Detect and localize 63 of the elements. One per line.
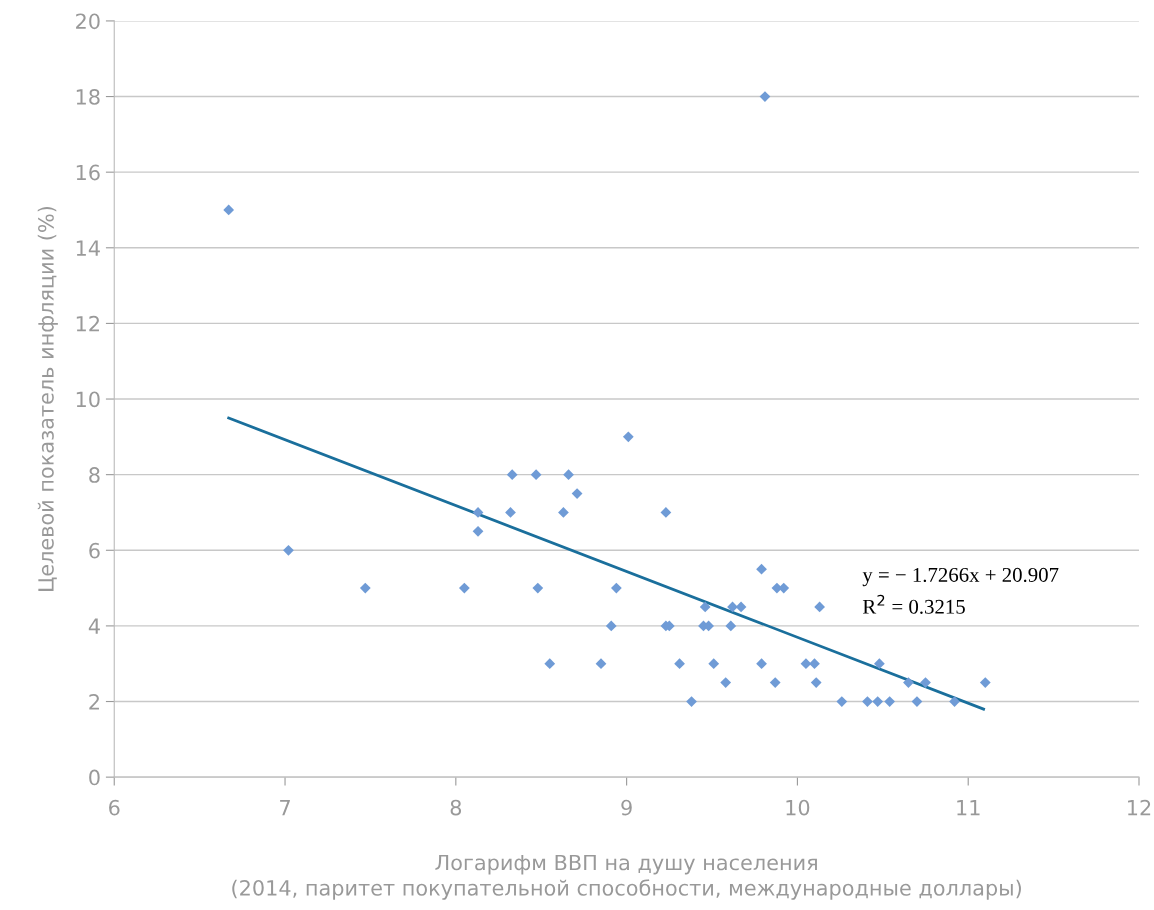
y-tick-label: 20: [76, 13, 100, 30]
annotation: R$^{2}$ = 0.3215: [862, 594, 965, 614]
point: [810, 677, 822, 688]
point: [506, 469, 518, 481]
point: [674, 658, 685, 670]
point: [544, 658, 556, 670]
point: [874, 658, 885, 670]
point: [359, 582, 371, 594]
x-tick-label: 12: [1128, 799, 1151, 816]
point: [708, 658, 720, 670]
point: [756, 563, 767, 575]
point: [862, 696, 873, 707]
point: [563, 469, 574, 481]
point: [809, 658, 820, 670]
y-tick-label: 14: [76, 240, 100, 256]
x-tick-label: 9: [621, 799, 632, 816]
y-tick-label: 0: [89, 769, 100, 786]
point: [605, 620, 617, 632]
point: [458, 582, 470, 594]
point: [686, 696, 697, 707]
point: [903, 677, 914, 688]
y-tick-label: 8: [89, 467, 100, 483]
point: [595, 658, 607, 670]
point: [979, 677, 991, 688]
point: [223, 204, 235, 216]
y-tick-label: 16: [76, 164, 100, 181]
y-tick-label: 18: [76, 89, 100, 105]
annotation: y = − 1.7266x + 20.907: [862, 567, 1059, 587]
y-axis-title: Целевой показатель инфляции (%): [37, 206, 58, 591]
point: [884, 696, 896, 707]
point: [571, 488, 583, 499]
point: [872, 696, 884, 707]
x-axis-title: Логарифм ВВП на душу населения (2014, паритет покупательной способности, международные доллары): [232, 854, 1021, 900]
point: [836, 696, 848, 707]
x-tick-label: 10: [786, 799, 810, 816]
point: [505, 507, 516, 518]
x-tick-label: 8: [450, 799, 462, 816]
point: [949, 696, 960, 707]
point: [735, 601, 747, 613]
point: [558, 507, 569, 518]
point: [725, 620, 737, 632]
point: [769, 677, 781, 688]
point: [660, 507, 672, 518]
y-tick-label: 6: [89, 542, 100, 559]
point: [720, 677, 732, 688]
point: [756, 658, 767, 670]
point: [800, 658, 812, 670]
x-tick-label: 6: [109, 799, 120, 816]
point: [472, 525, 484, 537]
point: [699, 601, 711, 613]
y-tick-label: 2: [89, 693, 99, 710]
point: [530, 469, 542, 481]
point: [611, 582, 622, 594]
x-tick-label: 7: [280, 800, 290, 816]
y-tick-label: 10: [76, 391, 100, 408]
x-tick-label: 11: [957, 800, 980, 816]
y-tick-label: 4: [88, 618, 100, 634]
point: [622, 431, 634, 443]
point: [283, 544, 294, 556]
point: [814, 601, 825, 613]
point: [920, 677, 931, 688]
y-tick-label: 12: [76, 315, 99, 332]
point: [532, 582, 544, 594]
